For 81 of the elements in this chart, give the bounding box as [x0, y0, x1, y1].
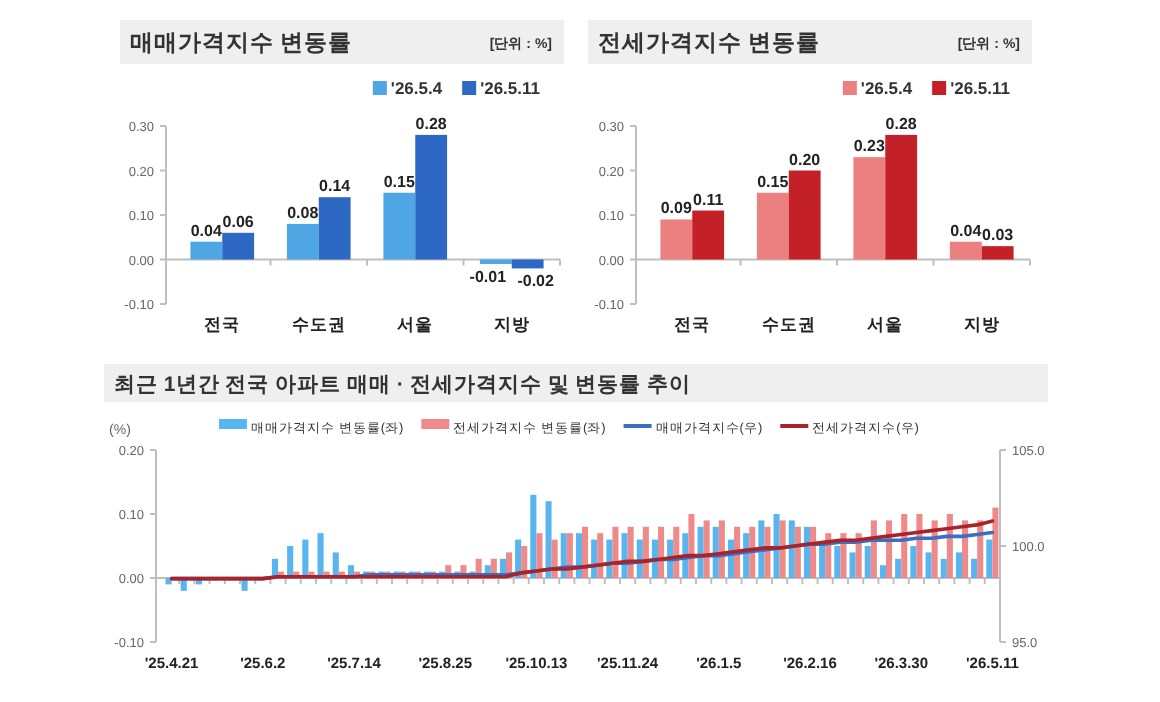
bar [511, 259, 544, 269]
bar [834, 546, 841, 578]
data-label: -0.02 [517, 271, 556, 290]
data-label: 0.15 [383, 172, 416, 191]
data-label: 0.23 [853, 137, 886, 156]
bar [853, 157, 886, 260]
data-label: 0.06 [222, 212, 255, 231]
bar [803, 526, 810, 578]
chart-title: 최근 1년간 전국 아파트 매매 · 전세가격지수 및 변동률 추이 [114, 373, 692, 397]
bar [190, 241, 223, 260]
bar [222, 232, 255, 260]
bar [318, 197, 351, 260]
bar [286, 223, 319, 260]
bar [530, 494, 537, 578]
data-label: 0.28 [885, 114, 918, 133]
bar [697, 526, 704, 578]
bar [597, 533, 604, 578]
x-tick-label: 수도권 [291, 314, 346, 334]
bar [819, 546, 826, 578]
bar [895, 558, 902, 578]
data-label: 0.11 [693, 190, 725, 209]
bar [383, 192, 416, 260]
data-label: 0.15 [757, 172, 790, 191]
bar [955, 552, 962, 578]
data-label: 0.28 [415, 114, 448, 133]
bar [660, 219, 693, 260]
bar [582, 526, 589, 578]
data-label: 0.08 [287, 203, 320, 222]
bar [910, 546, 917, 578]
bar [971, 558, 978, 578]
bar [849, 552, 856, 578]
bar [317, 533, 324, 578]
bar [864, 546, 871, 578]
x-tick-label: 지방 [491, 314, 530, 334]
data-label: 0.09 [660, 199, 693, 218]
legend-label: '26.5.4 [860, 78, 913, 98]
bar [536, 533, 543, 578]
bar [642, 526, 649, 578]
bar [879, 565, 886, 578]
bar [692, 210, 725, 260]
bar [415, 134, 448, 260]
x-tick-label: 수도권 [761, 314, 816, 334]
x-tick-label: 서울 [867, 314, 904, 334]
bar [925, 552, 932, 578]
data-label: 0.14 [319, 177, 352, 196]
chart-title: 전세가격지수 변동률 [598, 30, 821, 56]
x-tick-label: 전국 [674, 314, 711, 334]
bar [949, 241, 982, 260]
bar [794, 526, 801, 578]
bar [981, 246, 1014, 260]
bar [545, 501, 552, 578]
bar [885, 134, 918, 260]
x-tick-label: 서울 [397, 314, 434, 334]
x-tick-label: 지방 [961, 314, 1000, 334]
bar [758, 520, 765, 578]
bar [658, 526, 665, 578]
data-label: 0.20 [789, 150, 822, 169]
bar [688, 514, 695, 578]
bar [302, 539, 309, 578]
chart-title: 매매가격지수 변동률 [130, 30, 353, 56]
x-tick-label: 전국 [204, 314, 241, 334]
data-label: 0.03 [982, 226, 1015, 245]
bar [773, 514, 780, 578]
bar [788, 170, 821, 260]
bar [756, 192, 789, 260]
bar [788, 520, 795, 578]
bar [612, 526, 619, 578]
bar [810, 526, 817, 578]
legend-label: '26.5.11 [480, 78, 541, 98]
bar [992, 507, 999, 578]
bar [779, 520, 786, 578]
data-label: 0.04 [190, 221, 223, 240]
bar [986, 539, 993, 578]
line-series [169, 519, 995, 581]
legend-label: '26.5.11 [950, 78, 1011, 98]
data-label: 0.04 [950, 221, 983, 240]
bar [940, 558, 947, 578]
legend-label: '26.5.4 [390, 78, 443, 98]
data-label: -0.01 [469, 267, 508, 286]
bar [718, 520, 725, 578]
bar [703, 520, 710, 578]
